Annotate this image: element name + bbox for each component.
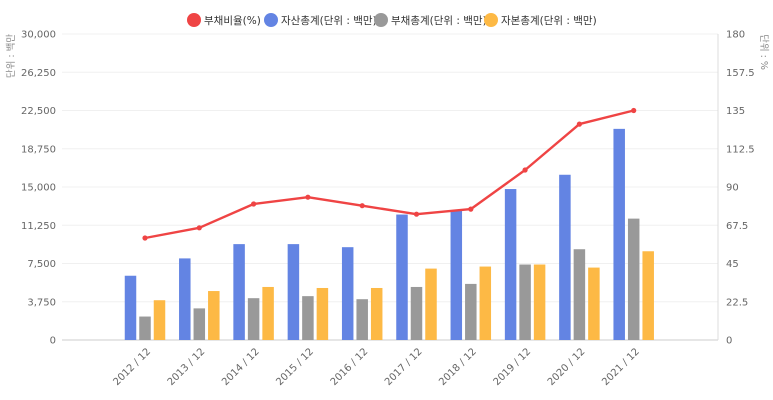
bar-liabilities[interactable] bbox=[302, 296, 314, 340]
x-axis-tick-label: 2017 / 12 bbox=[383, 346, 425, 388]
legend-marker bbox=[484, 13, 498, 27]
line-layer bbox=[142, 107, 637, 241]
debt-ratio-point[interactable] bbox=[576, 121, 583, 127]
left-axis-tick-label: 7,500 bbox=[27, 259, 56, 270]
x-axis-tick-label: 2018 / 12 bbox=[437, 346, 479, 388]
bar-liabilities[interactable] bbox=[627, 218, 640, 340]
legend-item-equity[interactable]: 자본총계(단위 : 백만) bbox=[484, 13, 597, 27]
bar-equity[interactable] bbox=[208, 291, 220, 340]
debt-ratio-point[interactable] bbox=[359, 203, 365, 209]
bar-equity[interactable] bbox=[425, 268, 437, 340]
legend-label: 자본총계(단위 : 백만) bbox=[501, 14, 597, 27]
bar-equity[interactable] bbox=[588, 267, 600, 340]
bar-assets[interactable] bbox=[124, 275, 137, 340]
debt-ratio-point[interactable] bbox=[142, 235, 148, 241]
debt-ratio-point[interactable] bbox=[413, 211, 420, 217]
debt-ratio-point[interactable] bbox=[305, 194, 311, 200]
bar-assets[interactable] bbox=[504, 189, 517, 340]
debt-ratio-point[interactable] bbox=[631, 107, 637, 114]
bar-equity[interactable] bbox=[316, 287, 329, 340]
x-axis-tick-label: 2014 / 12 bbox=[220, 346, 262, 388]
left-axis-tick-label: 0 bbox=[50, 336, 56, 347]
left-axis-tick-label: 30,000 bbox=[21, 30, 56, 41]
debt-ratio-point[interactable] bbox=[468, 206, 474, 212]
legend-item-liabilities[interactable]: 부채총계(단위 : 백만) bbox=[374, 13, 487, 27]
debt-ratio-point[interactable] bbox=[522, 167, 528, 173]
legend-label: 자산총계(단위 : 백만) bbox=[281, 14, 377, 27]
right-axis-tick-label: 135 bbox=[726, 106, 745, 117]
bar-liabilities[interactable] bbox=[410, 286, 423, 340]
x-axis-tick-label: 2021 / 12 bbox=[600, 346, 642, 388]
bar-assets[interactable] bbox=[559, 174, 571, 340]
right-axis-tick-label: 112.5 bbox=[726, 144, 755, 155]
bar-liabilities[interactable] bbox=[193, 308, 206, 340]
legend: 부채비율(%) 자산총계(단위 : 백만) 부채총계(단위 : 백만) 자본총계(단위… bbox=[187, 13, 597, 27]
bar-assets[interactable] bbox=[450, 210, 463, 340]
bars-layer bbox=[124, 128, 654, 340]
bar-equity[interactable] bbox=[370, 287, 383, 340]
x-axis-tick-label: 2019 / 12 bbox=[492, 346, 534, 388]
bar-assets[interactable] bbox=[233, 244, 245, 340]
legend-label: 부채총계(단위 : 백만) bbox=[391, 14, 487, 27]
left-axis-tick-label: 11,250 bbox=[21, 221, 56, 232]
bar-assets[interactable] bbox=[287, 244, 300, 340]
right-axis-title: 단위 : % bbox=[758, 34, 770, 70]
bar-equity[interactable] bbox=[533, 264, 546, 340]
grid-lines bbox=[62, 33, 718, 341]
x-axis-tick-label: 2012 / 12 bbox=[111, 346, 153, 388]
legend-marker bbox=[374, 13, 388, 27]
bar-liabilities[interactable] bbox=[573, 249, 586, 340]
bar-equity[interactable] bbox=[262, 286, 274, 340]
left-axis-title: 단위 : 백만 bbox=[5, 34, 17, 78]
left-axis-tick-label: 15,000 bbox=[21, 183, 56, 194]
bar-liabilities[interactable] bbox=[519, 264, 531, 340]
left-axis-tick-label: 26,250 bbox=[21, 68, 56, 79]
bar-equity[interactable] bbox=[153, 300, 166, 340]
legend-marker bbox=[187, 13, 201, 27]
legend-item-debt-ratio[interactable]: 부채비율(%) bbox=[187, 13, 261, 27]
x-axis-tick-label: 2015 / 12 bbox=[274, 346, 316, 388]
x-axis-tick-label: 2020 / 12 bbox=[546, 346, 588, 388]
debt-ratio-point[interactable] bbox=[196, 225, 202, 231]
right-axis-tick-label: 67.5 bbox=[726, 221, 748, 232]
bar-assets[interactable] bbox=[179, 258, 191, 340]
left-axis-tick-label: 3,750 bbox=[27, 297, 56, 308]
right-axis-tick-label: 45 bbox=[726, 259, 739, 270]
right-axis-tick-label: 180 bbox=[726, 30, 745, 41]
legend-item-assets[interactable]: 자산총계(단위 : 백만) bbox=[264, 13, 377, 27]
bar-liabilities[interactable] bbox=[139, 316, 151, 340]
bar-liabilities[interactable] bbox=[356, 299, 368, 340]
legend-marker bbox=[264, 13, 278, 27]
bar-equity[interactable] bbox=[642, 251, 654, 340]
legend-label: 부채비율(%) bbox=[204, 15, 261, 27]
x-axis-tick-label: 2016 / 12 bbox=[329, 346, 371, 388]
debt-ratio-point[interactable] bbox=[251, 201, 257, 207]
left-axis-tick-label: 18,750 bbox=[21, 144, 56, 155]
bar-assets[interactable] bbox=[341, 247, 354, 340]
x-axis-tick-label: 2013 / 12 bbox=[166, 346, 208, 388]
right-axis-tick-label: 0 bbox=[726, 336, 732, 347]
bar-liabilities[interactable] bbox=[465, 283, 477, 340]
right-axis-tick-label: 157.5 bbox=[726, 68, 755, 79]
bar-equity[interactable] bbox=[479, 266, 492, 340]
bar-assets[interactable] bbox=[396, 214, 408, 340]
debt-ratio-line[interactable] bbox=[144, 109, 634, 240]
right-axis-tick-label: 22.5 bbox=[726, 297, 748, 308]
left-axis-tick-label: 22,500 bbox=[21, 106, 56, 117]
right-axis-tick-label: 90 bbox=[726, 183, 739, 194]
bar-liabilities[interactable] bbox=[247, 298, 260, 340]
bar-assets[interactable] bbox=[613, 128, 625, 340]
